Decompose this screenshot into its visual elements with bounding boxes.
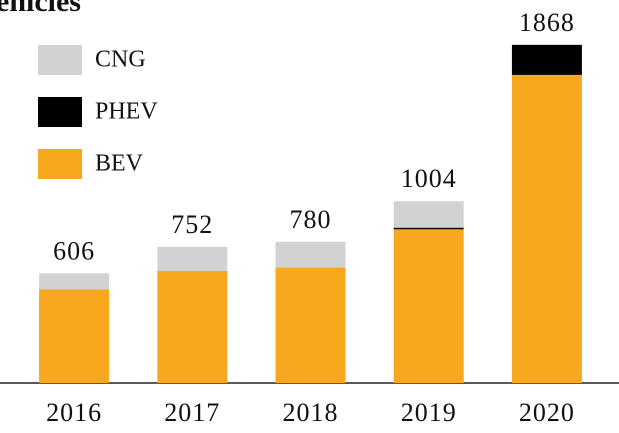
bar-segment xyxy=(157,246,228,271)
bar-segment xyxy=(393,227,464,230)
legend-swatch xyxy=(38,97,82,127)
bar-segment xyxy=(393,201,464,228)
chart-title: ehicles xyxy=(0,0,81,18)
bar-segment xyxy=(157,270,228,383)
x-tick-label: 2019 xyxy=(401,398,457,427)
bar-segment xyxy=(275,241,346,268)
total-label: 752 xyxy=(171,210,213,239)
bar-segment xyxy=(511,74,582,384)
total-label: 1868 xyxy=(519,8,575,37)
legend-label: BEV xyxy=(95,151,144,177)
total-label: 606 xyxy=(53,236,95,265)
bar-segment xyxy=(275,267,346,383)
x-tick-label: 2016 xyxy=(46,398,102,427)
x-tick-label: 2020 xyxy=(519,398,575,427)
bar-segment xyxy=(393,229,464,383)
total-label: 780 xyxy=(290,205,332,234)
legend-label: PHEV xyxy=(95,99,158,125)
bar-segment xyxy=(39,289,110,383)
x-tick-label: 2017 xyxy=(164,398,220,427)
x-tick-label: 2018 xyxy=(283,398,339,427)
legend-swatch xyxy=(38,45,82,75)
legend-swatch xyxy=(38,149,82,179)
legend-label: CNG xyxy=(95,47,146,73)
bar-segment xyxy=(39,273,110,290)
total-label: 1004 xyxy=(401,164,457,193)
bar-segment xyxy=(511,44,582,75)
